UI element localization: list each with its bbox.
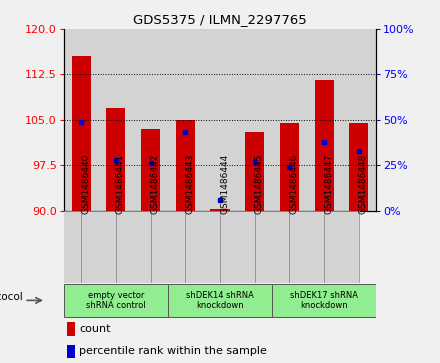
Bar <box>106 108 125 211</box>
Bar <box>210 209 230 211</box>
Text: count: count <box>79 324 111 334</box>
FancyBboxPatch shape <box>150 211 185 283</box>
Text: GSM1486445: GSM1486445 <box>255 154 264 214</box>
FancyBboxPatch shape <box>220 211 255 283</box>
Bar <box>67 322 75 335</box>
Text: protocol: protocol <box>0 292 22 302</box>
FancyBboxPatch shape <box>64 284 168 317</box>
FancyBboxPatch shape <box>185 211 220 283</box>
Bar <box>67 344 75 358</box>
Text: GSM1486443: GSM1486443 <box>185 154 194 214</box>
Text: GSM1486441: GSM1486441 <box>116 154 125 214</box>
Bar <box>341 29 376 211</box>
Text: GSM1486446: GSM1486446 <box>290 154 298 214</box>
Bar <box>176 120 195 211</box>
Text: shDEK14 shRNA
knockdown: shDEK14 shRNA knockdown <box>186 291 254 310</box>
Text: GSM1486448: GSM1486448 <box>359 154 368 214</box>
Bar <box>168 29 203 211</box>
Text: GSM1486440: GSM1486440 <box>81 154 90 214</box>
Bar <box>141 129 160 211</box>
Text: GSM1486444: GSM1486444 <box>220 154 229 214</box>
Text: GSM1486447: GSM1486447 <box>324 154 333 214</box>
FancyBboxPatch shape <box>324 211 359 283</box>
FancyBboxPatch shape <box>272 284 376 317</box>
FancyBboxPatch shape <box>168 284 272 317</box>
Bar <box>203 29 237 211</box>
FancyBboxPatch shape <box>290 211 324 283</box>
Bar <box>272 29 307 211</box>
Bar <box>72 56 91 211</box>
FancyBboxPatch shape <box>47 211 81 283</box>
Bar <box>133 29 168 211</box>
FancyBboxPatch shape <box>255 211 290 283</box>
Text: GSM1486442: GSM1486442 <box>150 154 160 214</box>
Bar <box>245 132 264 211</box>
Text: empty vector
shRNA control: empty vector shRNA control <box>86 291 146 310</box>
Text: shDEK17 shRNA
knockdown: shDEK17 shRNA knockdown <box>290 291 358 310</box>
Bar <box>64 29 99 211</box>
Bar <box>307 29 341 211</box>
Bar <box>99 29 133 211</box>
Bar <box>315 81 334 211</box>
Text: percentile rank within the sample: percentile rank within the sample <box>79 346 267 356</box>
FancyBboxPatch shape <box>81 211 116 283</box>
FancyBboxPatch shape <box>116 211 150 283</box>
Bar <box>237 29 272 211</box>
Bar <box>280 123 299 211</box>
Title: GDS5375 / ILMN_2297765: GDS5375 / ILMN_2297765 <box>133 13 307 26</box>
Bar <box>349 123 368 211</box>
